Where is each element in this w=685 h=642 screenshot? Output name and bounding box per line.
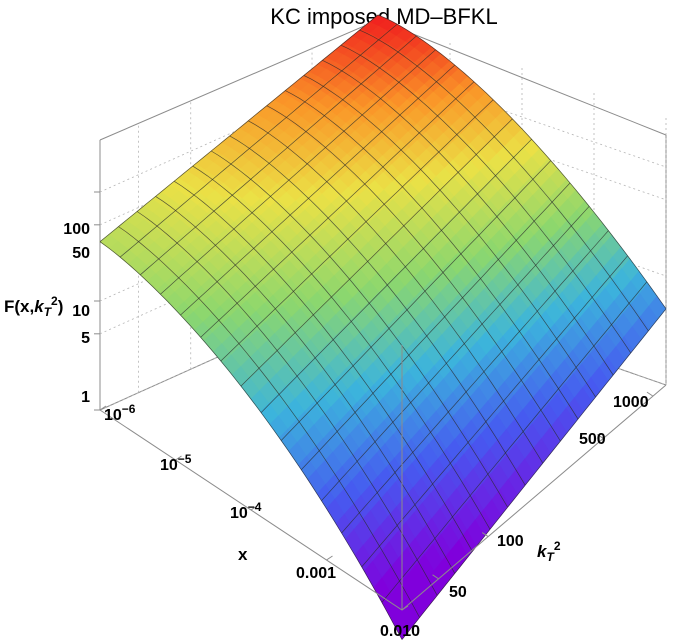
z-tick-10: 10 [72,303,90,320]
mesh-line-x [361,255,628,568]
x-tick-mark [175,455,182,461]
mesh-line-x [99,14,379,242]
mesh-line-x [240,118,513,387]
y-tick-50: 50 [449,584,467,601]
mesh-line-y [173,180,473,552]
grid-line-z [99,66,667,193]
x-tick-1e-5: 10−5 [160,452,192,474]
mesh-line-x [180,64,456,316]
y-tick-mark [432,574,439,580]
mesh-line-x [321,206,590,501]
mesh-line-y [359,29,649,332]
x-tick-0.010: 0.010 [380,623,420,640]
z-tick-100: 100 [63,221,90,238]
x-tick-0.001: 0.001 [296,565,336,582]
y-tick-mark [481,532,489,537]
mesh-line-x [280,160,552,441]
mesh-line-x [381,281,648,603]
mesh-line-y [340,44,632,354]
z-axis-label: F(x,kT2) [4,294,63,319]
mesh-line-x [301,182,571,471]
y-tick-100: 100 [497,533,524,550]
mesh-line-x [200,81,475,338]
mesh-line-y [211,150,508,508]
axis-ticks [94,191,654,611]
mesh-line-y [155,196,456,574]
y-tick-1000: 1000 [613,394,649,411]
z-tick-5: 5 [81,330,90,347]
y-tick-500: 500 [579,431,606,448]
mesh-line-y [248,120,544,464]
grid-line-z [99,284,667,411]
mesh-line-x [119,23,398,258]
mesh-line-y [229,135,526,486]
mesh-line-y [285,90,579,420]
mesh-line-x [160,49,436,295]
mesh-line-x [260,138,532,413]
mesh-line-y [136,211,438,596]
mesh-line-x [140,35,417,276]
x-tick-mark [401,605,409,611]
y-tick-mark [597,433,604,439]
x-axis-label: x [238,545,248,564]
x-tick-mark [326,555,333,561]
z-tick-1: 1 [81,389,90,406]
mesh-line-y [99,241,403,640]
mesh-line-x [220,99,494,362]
mesh-line-y [377,14,667,310]
x-tick-mark [250,505,258,511]
surface-mesh [99,14,667,641]
mesh-line-y [192,165,491,530]
mesh-line-y [266,105,561,442]
y-axis-label: kT2 [537,539,561,564]
x-tick-1e-6: 10−6 [104,402,136,424]
y-tick-mark [646,391,654,397]
mesh-line-x [341,230,609,534]
mesh-line-y [322,59,614,376]
mesh-line-x [401,308,667,640]
mesh-line-y [118,226,420,618]
x-tick-mark [99,405,107,411]
x-tick-1e-4: 10−4 [230,500,262,522]
mesh-line-y [303,75,596,398]
z-tick-50: 50 [72,245,90,262]
